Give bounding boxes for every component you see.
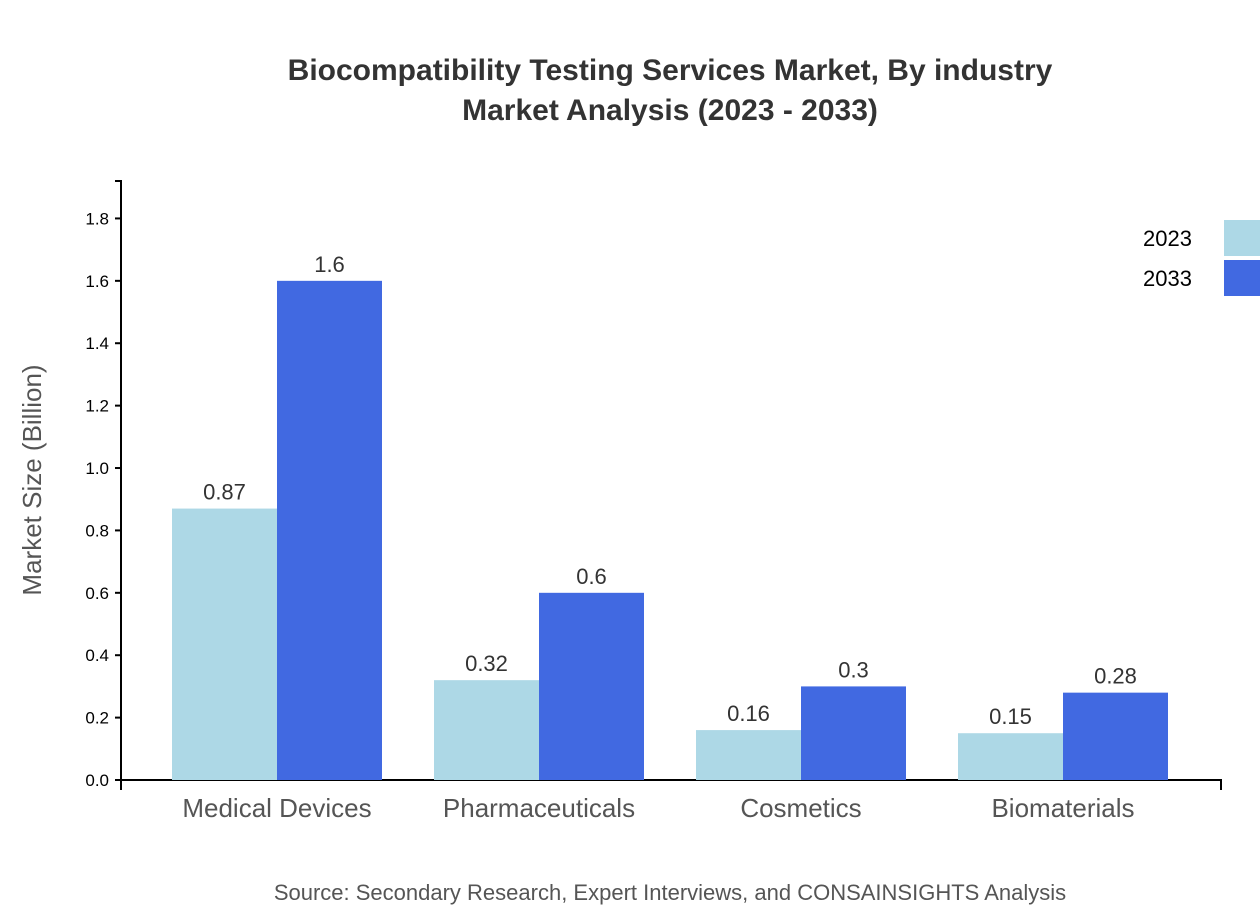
bar-2023: [696, 730, 801, 780]
chart-subtitle: Market Analysis (2023 - 2033): [462, 94, 878, 127]
data-label: 0.87: [203, 480, 246, 505]
legend-label: 2033: [1143, 266, 1192, 291]
y-tick-label: 1.4: [85, 334, 109, 353]
y-tick-label: 0.4: [85, 646, 109, 665]
data-label: 0.3: [838, 657, 869, 682]
y-tick-label: 1.6: [85, 272, 109, 291]
bar-2033: [1063, 692, 1168, 780]
data-label: 0.32: [465, 651, 508, 676]
y-tick-label: 0.8: [85, 521, 109, 540]
data-label: 0.16: [727, 701, 770, 726]
source-note: Source: Secondary Research, Expert Inter…: [274, 880, 1066, 905]
bars: 0.87 1.6 0.32 0.6 0.16 0.3 0.15 0.28: [172, 252, 1168, 780]
y-axis-label: Market Size (Billion): [17, 364, 47, 595]
y-tick-label: 1.8: [85, 209, 109, 228]
y-axis-line: [115, 180, 122, 781]
x-axis-line: [120, 779, 1222, 790]
y-tick-label: 0.0: [85, 771, 109, 790]
legend-swatch-2023: [1224, 220, 1260, 256]
x-tick-label: Biomaterials: [991, 793, 1134, 823]
bar-2033: [539, 592, 644, 780]
bar-2023: [958, 733, 1063, 780]
x-tick-label: Pharmaceuticals: [443, 793, 635, 823]
legend-swatch-2033: [1224, 260, 1260, 296]
bar-2023: [434, 680, 539, 780]
x-tick-label: Medical Devices: [182, 793, 371, 823]
data-label: 0.28: [1094, 664, 1137, 689]
y-tick-label: 1.2: [85, 397, 109, 416]
y-axis: 0.0 0.2 0.4 0.6 0.8 1.0 1.2 1.4 1.6 1.8: [85, 180, 122, 790]
y-tick-label: 1.0: [85, 459, 109, 478]
chart-title: Biocompatibility Testing Services Market…: [288, 54, 1053, 87]
legend: 2023 2033: [1143, 220, 1260, 296]
data-label: 0.6: [576, 564, 607, 589]
bar-2033: [801, 686, 906, 780]
bar-2033: [277, 280, 382, 780]
bar-2023: [172, 508, 277, 780]
y-tick-label: 0.2: [85, 709, 109, 728]
data-label: 1.6: [314, 252, 345, 277]
x-tick-label: Cosmetics: [740, 793, 861, 823]
x-axis: Medical Devices Pharmaceuticals Cosmetics B…: [120, 779, 1222, 823]
data-label: 0.15: [989, 704, 1032, 729]
legend-label: 2023: [1143, 226, 1192, 251]
y-tick-label: 0.6: [85, 584, 109, 603]
